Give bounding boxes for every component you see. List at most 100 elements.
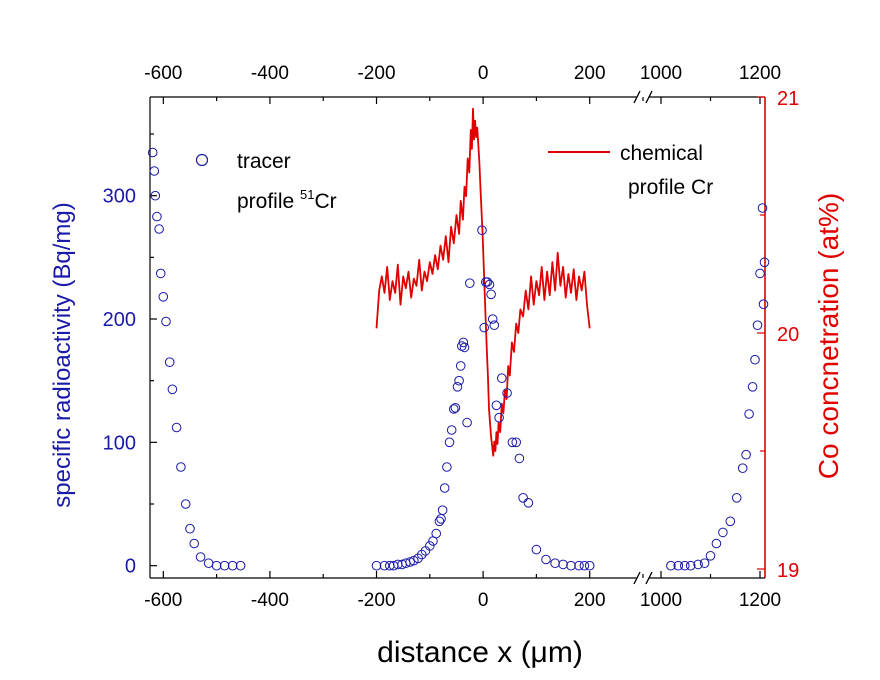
tracer-point [417, 549, 427, 560]
tracer-point [574, 560, 584, 571]
tracer-point [502, 388, 512, 398]
tracer-point [489, 320, 500, 331]
tracer-point [189, 538, 199, 549]
tracer-point [718, 527, 728, 538]
tracer-point [446, 425, 457, 435]
tracer-point [497, 373, 507, 384]
tracer-point [541, 554, 551, 565]
tracer-point [444, 437, 455, 448]
tracer-point [431, 528, 442, 539]
tracer-series [147, 147, 770, 571]
x-tick-label-bottom: -400 [251, 590, 289, 611]
y-right-tick-label: 21 [777, 88, 799, 110]
tracer-point [482, 277, 493, 287]
tracer-point [459, 342, 470, 353]
tracer-point [479, 322, 490, 333]
tracer-point [176, 462, 186, 472]
tracer-point [491, 400, 502, 411]
x-axis-label: distance x (μm) [377, 636, 583, 669]
x-tick-label-bottom: -600 [144, 590, 182, 611]
x-tick-label-bottom: 1200 [739, 590, 781, 611]
tracer-point [227, 560, 238, 571]
tracer-point [484, 279, 495, 290]
tracer-point [477, 225, 487, 235]
tracer-point [449, 404, 459, 414]
tracer-point [511, 437, 522, 448]
y-right-tick-label: 20 [777, 324, 799, 346]
tracer-point [487, 314, 498, 324]
tracer-point [434, 516, 445, 527]
tracer-point [741, 449, 751, 460]
tracer-point [195, 552, 206, 562]
legend-tracer: tracer profile 51Cr [195, 150, 337, 213]
tracer-point [757, 203, 768, 213]
x-tick-label-top: 1000 [640, 63, 682, 84]
y-left-tick-label: 200 [103, 309, 136, 331]
tracer-point [437, 505, 448, 516]
tracer-point [425, 541, 435, 551]
tracer-point [744, 409, 754, 419]
y-axis-left-label: specific radioactivity (Bq/mg) [49, 202, 76, 507]
tracer-point [685, 560, 696, 571]
y-left-tick-label: 0 [125, 556, 136, 578]
tracer-point [454, 375, 464, 386]
tracer-point [150, 190, 161, 201]
tracer-point [171, 422, 182, 433]
x-tick-label-bottom: 1000 [640, 590, 682, 611]
tracer-point [673, 560, 684, 571]
tracer-point [584, 560, 595, 571]
tracer-point [758, 299, 769, 310]
x-tick-label-top: 1200 [739, 63, 781, 84]
tracer-point [465, 278, 475, 289]
break-mark [645, 90, 653, 104]
tracer-point [462, 417, 472, 428]
tracer-point [750, 354, 760, 365]
tracer-point [693, 559, 703, 570]
axes [149, 96, 766, 579]
tracer-point [436, 514, 446, 524]
break-mark [633, 571, 641, 585]
tracer-point [755, 268, 765, 279]
legend-tracer-label-2: profile 51Cr [237, 187, 337, 213]
break-mark [633, 90, 641, 104]
x-tick-label-top: -400 [251, 63, 289, 84]
tracer-point [413, 553, 423, 564]
y-left-tick-label: 100 [103, 432, 136, 454]
tracer-point [566, 560, 576, 571]
tracer-point [155, 268, 166, 279]
legend-tracer-label-1: tracer [237, 150, 291, 173]
tracer-point [523, 498, 534, 508]
tracer-point [379, 560, 390, 571]
y-right-tick-label: 19 [777, 560, 799, 582]
tracer-point [514, 453, 525, 464]
tracer-point [147, 147, 158, 158]
tracer-point [737, 463, 748, 474]
tracer-point [680, 560, 690, 571]
legend-tracer-superscript: 51 [300, 187, 314, 202]
tracer-point [455, 361, 466, 371]
tracer-point [711, 538, 722, 549]
x-tick-label-bottom: 0 [478, 590, 489, 611]
tracer-point [507, 437, 518, 448]
x-tick-label-bottom: 200 [574, 590, 606, 611]
legend-tracer-marker [195, 153, 209, 167]
x-tick-label-top: -200 [357, 63, 395, 84]
legend-tracer-suffix: Cr [315, 190, 337, 213]
tracer-point [550, 558, 560, 569]
y-left-tick-label: 300 [103, 186, 136, 208]
x-tick-label-top: 0 [478, 63, 489, 84]
tracer-point [705, 551, 716, 561]
tracer-point [203, 558, 214, 569]
tracer-point [185, 523, 195, 534]
tracer-point [180, 499, 191, 509]
legend-chemical-label-2: profile Cr [628, 176, 713, 199]
tracer-point [747, 382, 758, 392]
tracer-point [531, 544, 542, 555]
tracer-point [161, 316, 171, 327]
break-mark [645, 571, 653, 585]
tracer-point [666, 560, 676, 571]
tracer-point [494, 412, 504, 423]
chemical-profile-line [375, 107, 591, 457]
tracer-point [458, 337, 469, 348]
